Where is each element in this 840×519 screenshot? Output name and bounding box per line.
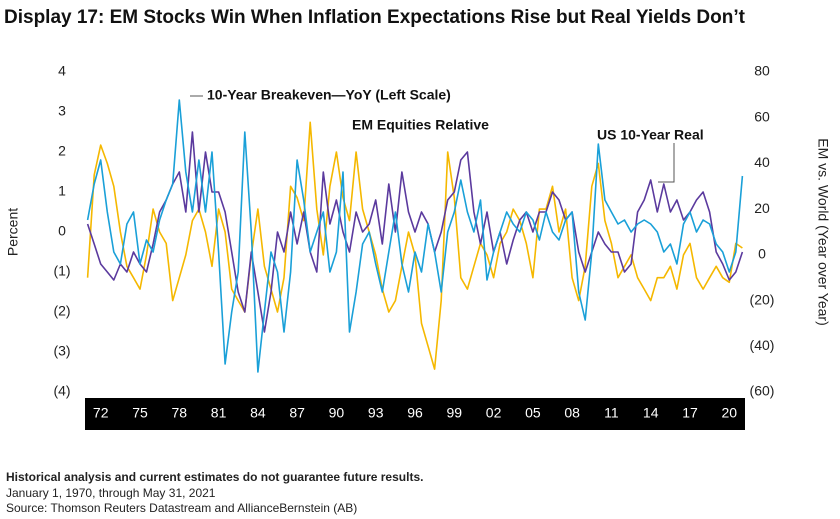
x-tick-label: 20 bbox=[721, 405, 737, 421]
x-tick-label: 72 bbox=[93, 405, 109, 421]
y-tick-label: (1) bbox=[53, 263, 70, 279]
y-axis-label: Percent bbox=[5, 208, 21, 256]
series-line bbox=[86, 121, 743, 370]
y-tick-label: 1 bbox=[58, 183, 66, 199]
y-tick-label: 4 bbox=[58, 63, 66, 79]
y2-tick-label: 0 bbox=[758, 246, 766, 262]
y-tick-label: (2) bbox=[53, 303, 70, 319]
x-tick-label: 99 bbox=[446, 405, 462, 421]
source: Source: Thomson Reuters Datastream and A… bbox=[6, 501, 357, 515]
y2-tick-label: 80 bbox=[754, 63, 770, 79]
y-tick-label: (4) bbox=[53, 383, 70, 399]
y-tick-label: 2 bbox=[58, 143, 66, 159]
x-axis-band bbox=[85, 398, 745, 430]
series-label: US 10-Year Real bbox=[597, 127, 704, 143]
x-tick-label: 90 bbox=[329, 405, 345, 421]
y-tick-label: 0 bbox=[58, 223, 66, 239]
x-tick-label: 75 bbox=[132, 405, 148, 421]
x-tick-label: 05 bbox=[525, 405, 541, 421]
y2-tick-label: 40 bbox=[754, 154, 770, 170]
y2-tick-label: (60) bbox=[750, 383, 775, 399]
x-tick-label: 84 bbox=[250, 405, 266, 421]
y2-tick-label: (20) bbox=[750, 291, 775, 307]
series-label: EM Equities Relative bbox=[352, 117, 489, 133]
series-label: 10-Year Breakeven—YoY (Left Scale) bbox=[207, 87, 451, 103]
y2-tick-label: (40) bbox=[750, 337, 775, 353]
x-tick-label: 02 bbox=[486, 405, 502, 421]
chart-title: Display 17: EM Stocks Win When Inflation… bbox=[4, 7, 746, 28]
x-tick-label: 14 bbox=[643, 405, 659, 421]
x-tick-label: 87 bbox=[289, 405, 305, 421]
x-tick-label: 08 bbox=[564, 405, 580, 421]
x-tick-label: 81 bbox=[211, 405, 227, 421]
y2-tick-label: 20 bbox=[754, 200, 770, 216]
y2-tick-label: 60 bbox=[754, 108, 770, 124]
x-tick-label: 93 bbox=[368, 405, 384, 421]
y-tick-label: 3 bbox=[58, 103, 66, 119]
y2-axis-label: EM vs. World (Year over Year) bbox=[815, 138, 831, 326]
x-tick-label: 11 bbox=[604, 405, 619, 421]
disclaimer: Historical analysis and current estimate… bbox=[6, 470, 423, 484]
x-tick-label: 78 bbox=[171, 405, 187, 421]
y-tick-label: (3) bbox=[53, 343, 70, 359]
x-tick-label: 17 bbox=[682, 405, 698, 421]
series-line bbox=[86, 99, 744, 373]
series-line bbox=[86, 131, 744, 333]
date-range: January 1, 1970, through May 31, 2021 bbox=[6, 486, 216, 500]
label-leader bbox=[658, 143, 675, 183]
x-tick-label: 96 bbox=[407, 405, 423, 421]
